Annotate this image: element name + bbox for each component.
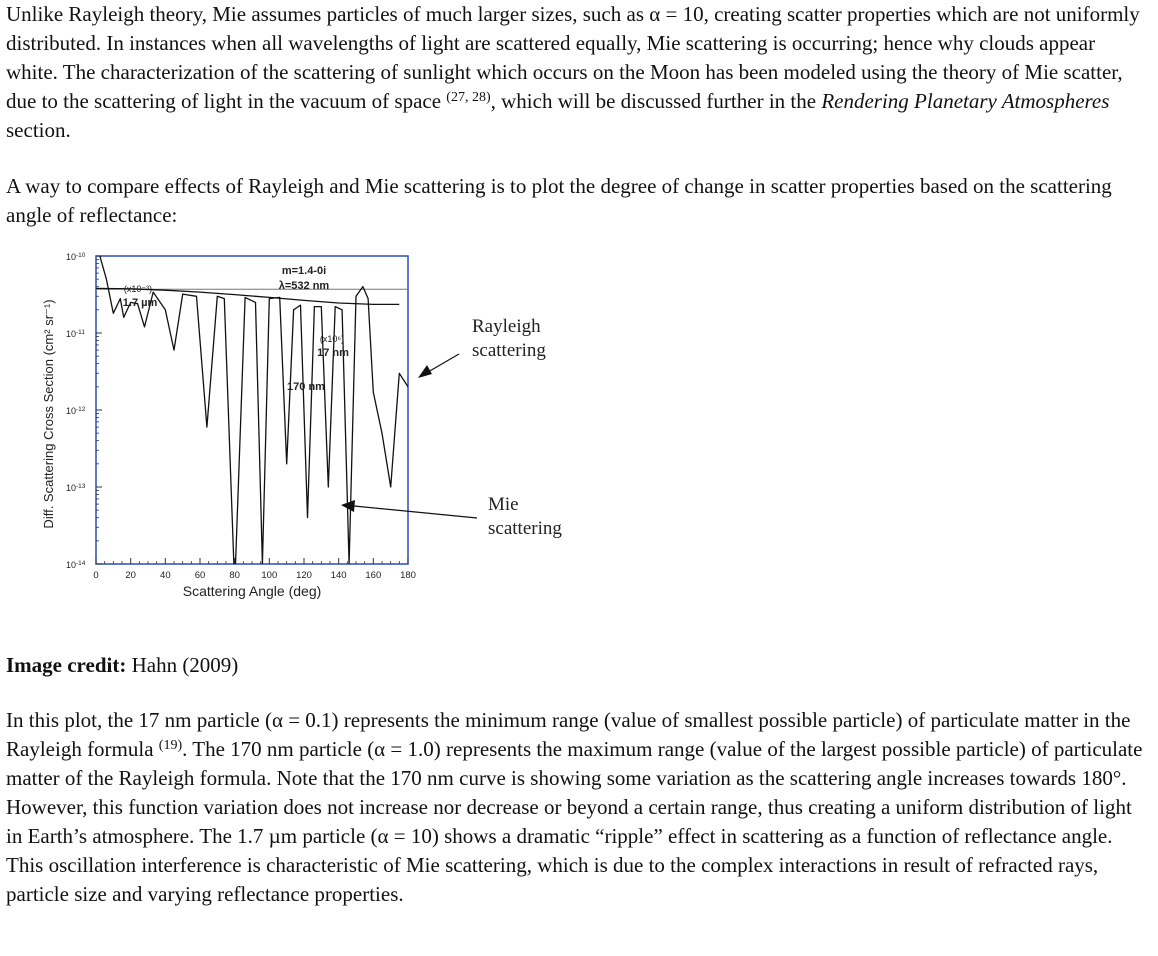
annotation-mie-line2: scattering — [488, 518, 562, 539]
annotation-rayleigh-line2: scattering — [472, 340, 546, 361]
series-scale-label-17nm: (x10⁶) — [320, 334, 344, 344]
param-refractive-index: m=1.4-0i — [282, 265, 326, 277]
annotation-rayleigh-arrow-line — [427, 353, 460, 373]
annotation-mie-arrow-line — [353, 505, 478, 519]
param-wavelength: λ=532 nm — [279, 280, 330, 292]
series-label-mie: 1.7 µm — [123, 297, 158, 309]
x-axis-title: Scattering Angle (deg) — [183, 583, 322, 599]
y-axis-title: Diff. Scattering Cross Section (cm² sr⁻¹… — [41, 299, 56, 528]
scattering-figure: 0 20 40 60 80 100 120 140 160 180 10-10 10-11 10-12 1… — [36, 248, 596, 608]
x-tick-label: 180 — [400, 570, 416, 581]
y-tick-label: 10-10 — [66, 252, 86, 263]
p1-text-a: Unlike Rayleigh theory, Mie assumes part… — [6, 2, 1140, 113]
y-tick-label: 10-14 — [66, 560, 86, 571]
y-tick-label: 10-11 — [66, 329, 85, 340]
annotation-rayleigh-line1: Rayleigh — [472, 316, 541, 337]
x-tick-label: 160 — [365, 570, 381, 581]
analysis-paragraph: In this plot, the 17 nm particle (α = 0.… — [6, 706, 1152, 909]
p3-text-b: . The 170 nm particle (α = 1.0) represen… — [6, 737, 1143, 906]
x-tick-label: 120 — [296, 570, 312, 581]
series-label-170nm: 170 nm — [287, 381, 325, 393]
scattering-chart: 0 20 40 60 80 100 120 140 160 180 10-10 10-11 10-12 1… — [41, 252, 562, 600]
y-tick-label: 10-13 — [66, 483, 86, 494]
series-label-17nm: 17 nm — [317, 347, 349, 359]
intro-paragraph: Unlike Rayleigh theory, Mie assumes part… — [6, 0, 1152, 145]
annotation-mie-arrowhead — [341, 500, 355, 512]
x-tick-label: 20 — [125, 570, 136, 581]
compare-paragraph: A way to compare effects of Rayleigh and… — [6, 174, 1112, 227]
credit-source: Hahn (2009) — [126, 653, 239, 677]
series-line-1-7-m — [99, 256, 408, 564]
p1-section-ref: Rendering Planetary Atmospheres — [821, 89, 1110, 113]
y-tick-label: 10-12 — [66, 406, 86, 417]
series-scale-label-mie: (x10⁻³) — [124, 284, 152, 294]
image-credit: Image credit: Hahn (2009) — [6, 651, 1152, 680]
x-tick-label: 140 — [331, 570, 347, 581]
x-tick-label: 100 — [261, 570, 277, 581]
p1-citation: (27, 28) — [446, 90, 491, 105]
x-tick-label: 80 — [229, 570, 240, 581]
p3-text-a: In this plot, the 17 nm particle (α = 0.… — [6, 708, 1131, 761]
x-tick-label: 0 — [93, 570, 98, 581]
annotation-rayleigh-arrowhead — [418, 365, 432, 378]
p1-text-c: section. — [6, 118, 71, 142]
credit-label: Image credit: — [6, 653, 127, 677]
annotation-mie-line1: Mie — [488, 494, 519, 515]
x-tick-label: 60 — [195, 570, 206, 581]
x-tick-label: 40 — [160, 570, 171, 581]
p1-text-b: , which will be discussed further in the — [490, 89, 822, 113]
p3-citation: (19) — [158, 738, 183, 753]
